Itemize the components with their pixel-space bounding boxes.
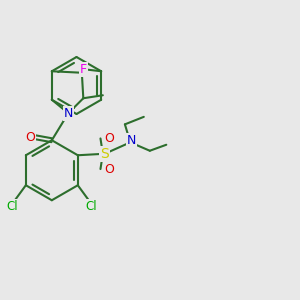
Text: O: O [104,163,114,176]
Text: O: O [25,131,35,144]
Text: N: N [127,134,136,147]
Text: N: N [64,107,73,120]
Text: F: F [80,63,87,76]
Text: Cl: Cl [6,200,18,213]
Text: O: O [104,132,114,145]
Text: Cl: Cl [86,200,98,213]
Text: S: S [100,147,109,161]
